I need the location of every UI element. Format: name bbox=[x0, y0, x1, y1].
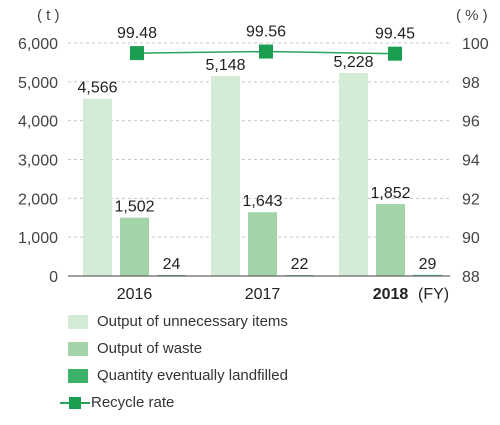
bar-data-label: 1,502 bbox=[114, 199, 154, 216]
y-right-tick-label: 98 bbox=[462, 75, 480, 92]
x-category-label: 2016 bbox=[117, 286, 153, 303]
recycle-rate-label: 99.48 bbox=[117, 25, 157, 42]
bar-data-label: 24 bbox=[163, 256, 181, 273]
legend: Output of unnecessary items Output of wa… bbox=[60, 308, 288, 416]
x-category-label: 2017 bbox=[245, 286, 281, 303]
bar-data-label: 1,643 bbox=[242, 193, 282, 210]
recycle-rate-marker bbox=[388, 46, 402, 61]
bars-group: 4,566 5,148 5,228 1,502 1,643 1,852 24 22 29 bbox=[77, 54, 442, 276]
legend-swatch-unnecessary bbox=[68, 314, 88, 329]
bar-data-label: 1,852 bbox=[370, 185, 410, 202]
legend-item-waste: Output of waste bbox=[60, 335, 288, 362]
legend-label-recycle-rate: Recycle rate bbox=[91, 394, 175, 411]
waste-bar bbox=[376, 204, 405, 276]
legend-item-unnecessary: Output of unnecessary items bbox=[60, 308, 288, 335]
y-left-tick-label: 5,000 bbox=[18, 75, 58, 92]
legend-swatch-waste bbox=[68, 341, 88, 356]
y-left-tick-label: 3,000 bbox=[18, 153, 58, 170]
waste-bar bbox=[248, 212, 277, 276]
recycle-rate-marker bbox=[259, 44, 273, 59]
y-right-tick-label: 96 bbox=[462, 114, 480, 131]
legend-item-landfilled: Quantity eventually landfilled bbox=[60, 362, 288, 389]
legend-swatch-recycle-rate bbox=[60, 396, 97, 410]
y-right-unit: ( % ) bbox=[456, 7, 488, 24]
y-left-tick-label: 2,000 bbox=[18, 191, 58, 208]
legend-label-waste: Output of waste bbox=[97, 340, 203, 357]
recycle-rate-line-group: 99.48 99.56 99.45 bbox=[117, 24, 415, 61]
recycle-rate-label: 99.56 bbox=[246, 24, 286, 41]
y-left-tick-label: 0 bbox=[49, 269, 58, 286]
y-left-tick-label: 4,000 bbox=[18, 114, 58, 131]
legend-item-recycle-rate: Recycle rate bbox=[60, 389, 288, 416]
y-right-tick-label: 88 bbox=[462, 269, 480, 286]
y-right-tick-label: 94 bbox=[462, 153, 480, 170]
y-right-tick-label: 100 bbox=[462, 36, 489, 53]
y-left-tick-label: 1,000 bbox=[18, 230, 58, 247]
bar-data-label: 29 bbox=[419, 256, 437, 273]
bar-data-label: 22 bbox=[291, 256, 309, 273]
waste-bar bbox=[120, 217, 149, 276]
legend-swatch-landfilled bbox=[68, 368, 88, 383]
axes-group: 0 88 1,000 90 2,000 92 3,000 94 4,000 96 5,000 98 6,… bbox=[18, 7, 489, 303]
x-category-label: 2018 bbox=[373, 286, 409, 303]
y-left-unit: ( t ) bbox=[37, 7, 60, 24]
y-left-tick-label: 6,000 bbox=[18, 36, 58, 53]
unnecessary-bar bbox=[211, 76, 240, 276]
y-right-tick-label: 92 bbox=[462, 191, 480, 208]
legend-label-unnecessary: Output of unnecessary items bbox=[97, 313, 288, 330]
x-axis-unit: (FY) bbox=[418, 286, 449, 303]
bar-data-label: 5,228 bbox=[333, 54, 373, 71]
bar-data-label: 4,566 bbox=[77, 80, 117, 97]
recycle-rate-label: 99.45 bbox=[375, 26, 415, 43]
unnecessary-bar bbox=[83, 98, 112, 276]
y-right-tick-label: 90 bbox=[462, 230, 480, 247]
legend-label-landfilled: Quantity eventually landfilled bbox=[97, 367, 288, 384]
bar-data-label: 5,148 bbox=[205, 57, 245, 74]
recycle-rate-marker bbox=[130, 46, 144, 61]
unnecessary-bar bbox=[339, 72, 368, 276]
